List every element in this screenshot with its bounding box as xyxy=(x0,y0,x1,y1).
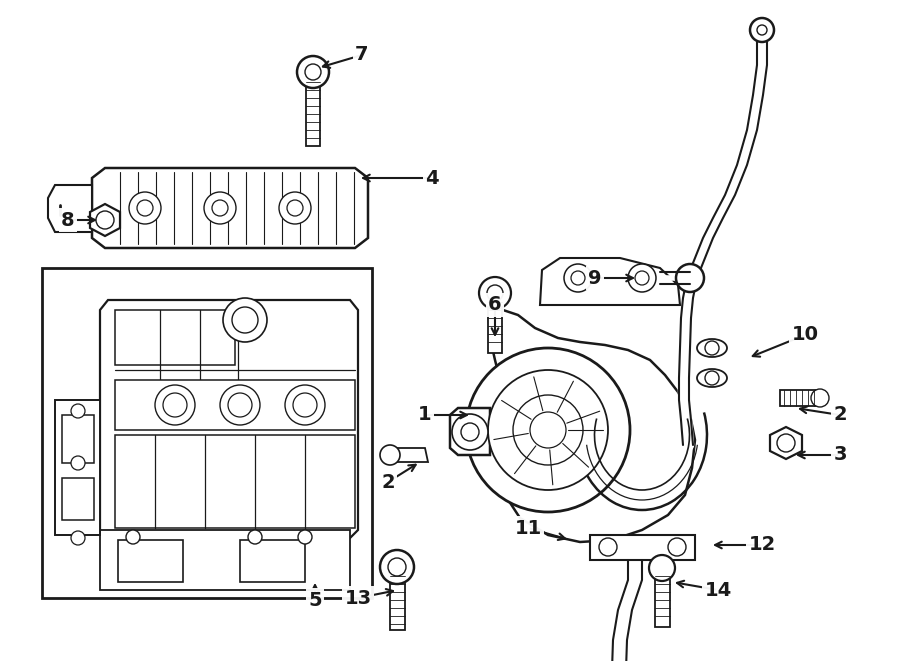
Circle shape xyxy=(649,555,675,581)
Polygon shape xyxy=(488,305,695,542)
Circle shape xyxy=(163,393,187,417)
Circle shape xyxy=(293,393,317,417)
Text: 2: 2 xyxy=(382,473,395,492)
Circle shape xyxy=(285,385,325,425)
Circle shape xyxy=(388,558,406,576)
Circle shape xyxy=(228,393,252,417)
Circle shape xyxy=(129,192,161,224)
Text: 6: 6 xyxy=(488,295,502,315)
Circle shape xyxy=(488,370,608,490)
Polygon shape xyxy=(92,168,368,248)
Bar xyxy=(62,478,94,520)
Polygon shape xyxy=(115,310,235,365)
Circle shape xyxy=(811,389,829,407)
Text: 12: 12 xyxy=(749,535,776,555)
Polygon shape xyxy=(48,185,92,232)
Polygon shape xyxy=(115,380,355,430)
Circle shape xyxy=(676,264,704,292)
Polygon shape xyxy=(540,258,680,305)
Circle shape xyxy=(705,341,719,355)
Text: 7: 7 xyxy=(356,46,369,65)
Circle shape xyxy=(628,264,656,292)
Circle shape xyxy=(137,200,153,216)
Text: 8: 8 xyxy=(61,210,75,229)
Bar xyxy=(306,78,320,146)
Text: 5: 5 xyxy=(308,590,322,609)
Polygon shape xyxy=(590,535,695,560)
Circle shape xyxy=(71,456,85,470)
Ellipse shape xyxy=(697,369,727,387)
Text: 14: 14 xyxy=(705,580,732,600)
Polygon shape xyxy=(770,427,802,459)
Bar xyxy=(240,540,305,582)
Circle shape xyxy=(530,412,566,448)
Polygon shape xyxy=(55,400,100,535)
Bar xyxy=(118,540,183,582)
Polygon shape xyxy=(100,530,350,590)
Polygon shape xyxy=(780,390,820,406)
Circle shape xyxy=(232,307,258,333)
Circle shape xyxy=(461,423,479,441)
Bar xyxy=(42,268,372,598)
Circle shape xyxy=(380,550,414,584)
Circle shape xyxy=(248,530,262,544)
Circle shape xyxy=(564,264,592,292)
Circle shape xyxy=(466,348,630,512)
Circle shape xyxy=(279,192,311,224)
Circle shape xyxy=(223,298,267,342)
Polygon shape xyxy=(450,408,490,455)
Text: 11: 11 xyxy=(515,518,542,537)
Circle shape xyxy=(305,64,321,80)
Circle shape xyxy=(705,371,719,385)
Text: 2: 2 xyxy=(833,405,847,424)
Circle shape xyxy=(96,211,114,229)
Circle shape xyxy=(71,404,85,418)
Circle shape xyxy=(298,530,312,544)
Circle shape xyxy=(71,531,85,545)
Text: 3: 3 xyxy=(833,446,847,465)
Circle shape xyxy=(126,530,140,544)
Circle shape xyxy=(599,538,617,556)
Text: 1: 1 xyxy=(418,405,432,424)
Circle shape xyxy=(750,18,774,42)
Text: 4: 4 xyxy=(425,169,439,188)
Circle shape xyxy=(668,538,686,556)
Circle shape xyxy=(571,271,585,285)
Polygon shape xyxy=(100,300,358,538)
Circle shape xyxy=(479,277,511,309)
Text: 9: 9 xyxy=(589,268,602,288)
Bar xyxy=(62,415,94,463)
Text: 13: 13 xyxy=(345,588,372,607)
Circle shape xyxy=(757,25,767,35)
Polygon shape xyxy=(115,435,355,528)
Polygon shape xyxy=(390,448,428,462)
Circle shape xyxy=(777,434,795,452)
Circle shape xyxy=(220,385,260,425)
Circle shape xyxy=(212,200,228,216)
Circle shape xyxy=(513,395,583,465)
Bar xyxy=(390,572,405,630)
Polygon shape xyxy=(90,204,120,236)
Bar xyxy=(655,572,670,627)
Circle shape xyxy=(297,56,329,88)
Circle shape xyxy=(487,285,503,301)
Circle shape xyxy=(635,271,649,285)
Circle shape xyxy=(380,445,400,465)
Circle shape xyxy=(155,385,195,425)
Text: 10: 10 xyxy=(791,325,818,344)
Ellipse shape xyxy=(697,339,727,357)
Circle shape xyxy=(204,192,236,224)
Bar xyxy=(488,298,502,353)
Circle shape xyxy=(452,414,488,450)
Circle shape xyxy=(287,200,303,216)
